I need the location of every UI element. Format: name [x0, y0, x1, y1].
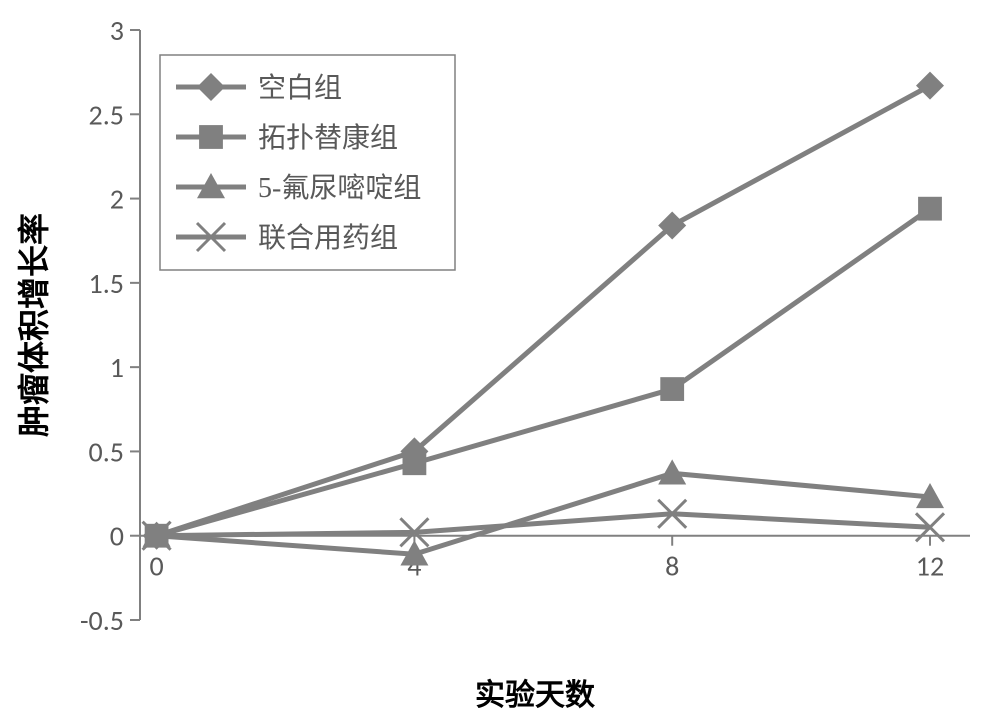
chart-container: -0.500.511.522.5304812肿瘤体积增长率实验天数空白组拓扑替康… [0, 0, 1000, 724]
y-tick-label: 3 [110, 13, 124, 48]
y-tick-label: 0.5 [89, 434, 124, 469]
legend-label-2: 5-氟尿嘧啶组 [258, 172, 421, 204]
y-tick-label: 2.5 [89, 97, 124, 132]
y-tick-label: -0.5 [80, 603, 124, 638]
y-axis-title: 肿瘤体积增长率 [16, 213, 52, 437]
x-tick-label: 0 [149, 549, 163, 584]
series-2 [143, 459, 944, 565]
legend-label-0: 空白组 [258, 72, 342, 104]
x-axis-title: 实验天数 [475, 678, 596, 712]
legend-label-1: 拓扑替康组 [258, 122, 398, 154]
x-tick-label: 8 [665, 549, 679, 584]
legend-label-3: 联合用药组 [258, 222, 398, 254]
y-tick-label: 1 [110, 350, 124, 385]
y-tick-label: 0 [110, 519, 124, 554]
y-tick-label: 1.5 [89, 266, 124, 301]
legend: 空白组拓扑替康组 5-氟尿嘧啶组联合用药组 [160, 55, 455, 270]
line-chart: -0.500.511.522.5304812肿瘤体积增长率实验天数空白组拓扑替康… [0, 0, 1000, 724]
x-tick-label: 12 [916, 549, 944, 584]
y-tick-label: 2 [110, 182, 124, 217]
